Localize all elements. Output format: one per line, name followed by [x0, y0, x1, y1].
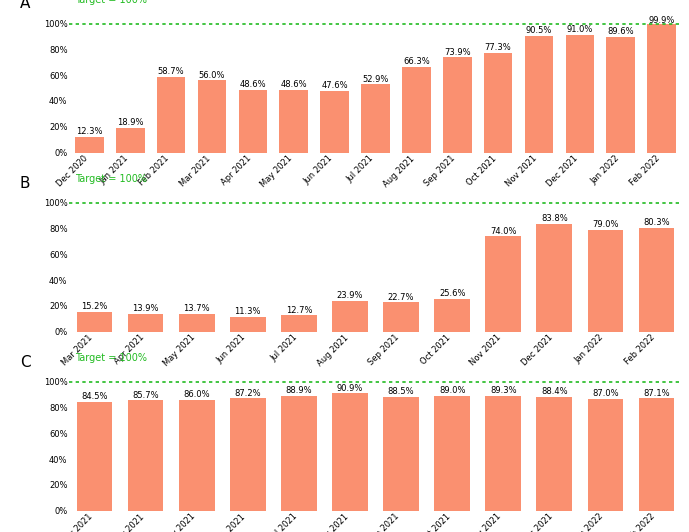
Text: A: A — [20, 0, 30, 12]
Text: 74.0%: 74.0% — [490, 227, 517, 236]
Bar — [178, 400, 214, 511]
Text: 91.0%: 91.0% — [567, 26, 593, 35]
Bar — [434, 396, 470, 511]
Text: 89.0%: 89.0% — [439, 386, 465, 395]
Text: B: B — [20, 176, 30, 190]
Text: 15.2%: 15.2% — [81, 302, 107, 311]
Bar — [332, 301, 368, 331]
Text: 84.5%: 84.5% — [81, 392, 107, 401]
Bar — [127, 400, 163, 511]
Text: 56.0%: 56.0% — [198, 71, 225, 80]
Bar — [648, 23, 676, 153]
Bar — [116, 128, 145, 153]
Bar — [639, 398, 675, 511]
Text: 66.3%: 66.3% — [403, 57, 430, 66]
Text: 87.1%: 87.1% — [644, 389, 670, 398]
Text: 48.6%: 48.6% — [240, 80, 266, 89]
Bar — [361, 84, 390, 153]
Text: 85.7%: 85.7% — [132, 390, 159, 400]
Text: 83.8%: 83.8% — [541, 214, 568, 223]
Bar — [566, 35, 594, 153]
Text: 18.9%: 18.9% — [117, 119, 143, 128]
Text: 87.2%: 87.2% — [234, 388, 261, 397]
Bar — [434, 298, 470, 331]
Text: 73.9%: 73.9% — [444, 47, 471, 56]
Text: 23.9%: 23.9% — [337, 291, 363, 300]
Bar — [281, 315, 317, 331]
Bar — [383, 396, 419, 511]
Bar — [525, 36, 553, 153]
Bar — [320, 91, 349, 153]
Bar — [230, 398, 266, 511]
Text: 80.3%: 80.3% — [644, 219, 670, 227]
Text: 47.6%: 47.6% — [321, 81, 348, 90]
Text: 12.7%: 12.7% — [286, 305, 312, 314]
Text: 89.3%: 89.3% — [490, 386, 517, 395]
Bar — [178, 314, 214, 331]
Text: 90.9%: 90.9% — [337, 384, 363, 393]
Text: C: C — [20, 355, 30, 370]
Text: 22.7%: 22.7% — [388, 293, 414, 302]
Text: 87.0%: 87.0% — [592, 389, 619, 398]
Bar — [537, 223, 573, 331]
Text: 12.3%: 12.3% — [76, 127, 103, 136]
Bar — [485, 396, 521, 511]
Bar — [484, 53, 513, 153]
Bar — [402, 67, 431, 153]
Text: 48.6%: 48.6% — [280, 80, 307, 89]
Bar — [485, 236, 521, 331]
Bar — [537, 397, 573, 511]
Bar — [157, 77, 185, 153]
Text: 88.5%: 88.5% — [388, 387, 414, 396]
Bar — [383, 302, 419, 331]
Text: 13.9%: 13.9% — [132, 304, 158, 313]
Bar — [127, 314, 163, 331]
Text: 88.9%: 88.9% — [285, 386, 312, 395]
Bar — [588, 230, 624, 331]
Text: Target = 100%: Target = 100% — [75, 0, 147, 5]
Text: 25.6%: 25.6% — [439, 289, 465, 298]
Text: 90.5%: 90.5% — [526, 26, 552, 35]
Bar — [75, 137, 103, 153]
Text: 86.0%: 86.0% — [183, 390, 210, 399]
Text: Target = 100%: Target = 100% — [75, 174, 147, 184]
Bar — [606, 37, 635, 153]
Text: 77.3%: 77.3% — [485, 43, 511, 52]
Bar — [76, 312, 112, 331]
Bar — [76, 402, 112, 511]
Text: 58.7%: 58.7% — [158, 67, 185, 76]
Bar — [238, 90, 267, 153]
Text: 52.9%: 52.9% — [362, 74, 389, 84]
Text: 13.7%: 13.7% — [183, 304, 210, 313]
Bar — [280, 90, 308, 153]
Bar — [198, 80, 226, 153]
Text: 79.0%: 79.0% — [593, 220, 619, 229]
Bar — [332, 394, 368, 511]
Text: Target = 100%: Target = 100% — [75, 353, 147, 363]
Text: 99.9%: 99.9% — [648, 16, 675, 25]
Bar — [443, 57, 471, 153]
Text: 89.6%: 89.6% — [608, 27, 634, 36]
Bar — [230, 317, 266, 331]
Text: 11.3%: 11.3% — [234, 307, 261, 317]
Bar — [639, 228, 675, 331]
Text: 88.4%: 88.4% — [541, 387, 568, 396]
Bar — [588, 398, 624, 511]
Bar — [281, 396, 317, 511]
